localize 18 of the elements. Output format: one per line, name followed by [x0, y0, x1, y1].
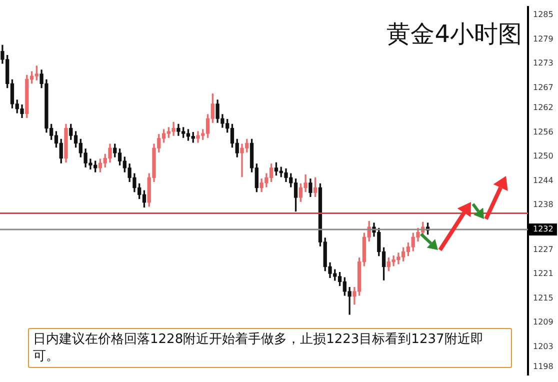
y-tick-label: 1250 — [533, 152, 554, 161]
y-tick-label: 1215 — [533, 293, 554, 302]
y-tick-label: 1238 — [533, 200, 554, 210]
y-tick-label: 1198 — [533, 362, 554, 372]
y-tick-label: 1285 — [533, 10, 554, 19]
y-tick-label: 1267 — [533, 82, 554, 92]
y-tick-label: 1273 — [533, 58, 554, 68]
y-tick-label: 1279 — [533, 34, 554, 44]
annotation: 日内建议在价格回落1228附近开始着手做多，止损1223目标看到1237附近即可。 — [28, 328, 512, 368]
y-tick-label: 1203 — [533, 342, 554, 351]
y-tick-label: 1221 — [533, 269, 554, 278]
y-tick-label: 1244 — [533, 176, 554, 185]
y-tick-label: 1227 — [533, 244, 554, 254]
y-tick-label: 1256 — [533, 127, 554, 136]
y-tick-label: 1209 — [533, 318, 554, 327]
y-tick-label: 1262 — [533, 103, 554, 112]
ref-line-label: 1232 — [533, 224, 554, 234]
text: 黄金4小时图 — [386, 19, 522, 50]
